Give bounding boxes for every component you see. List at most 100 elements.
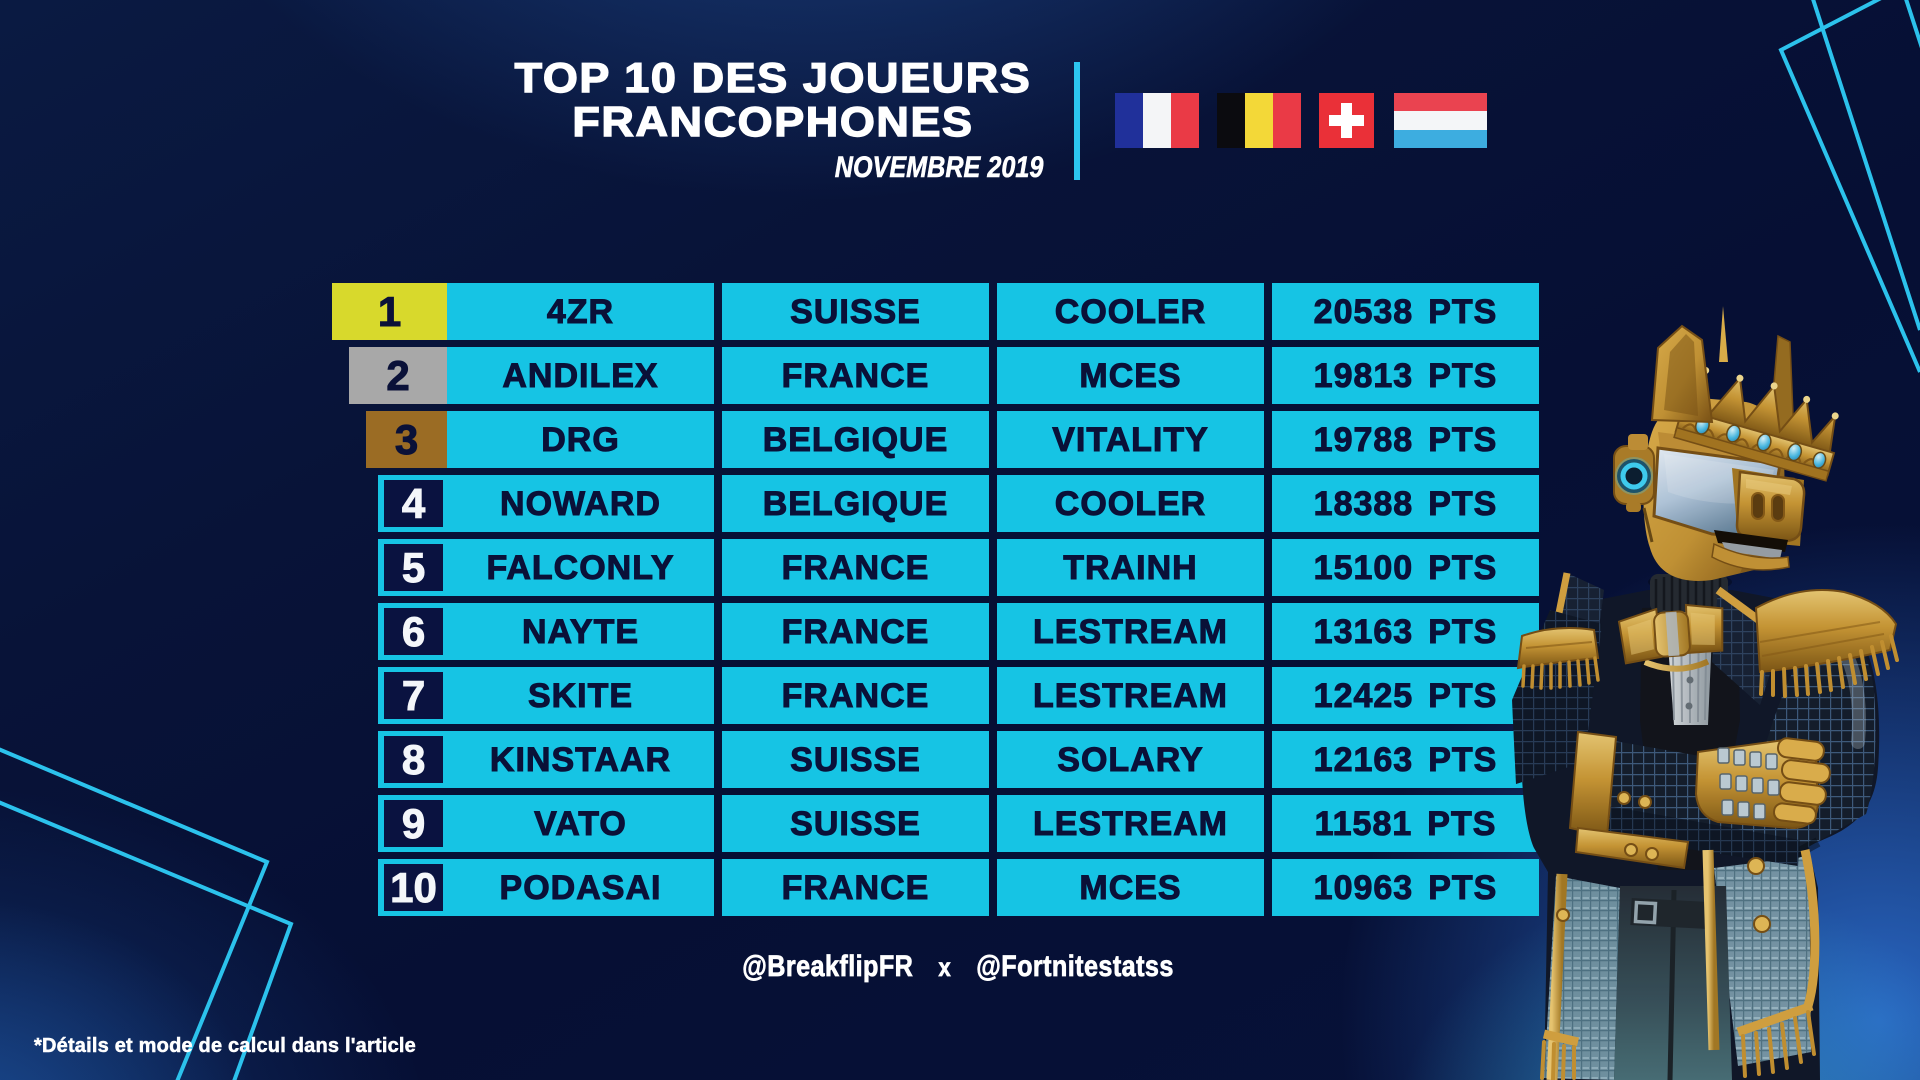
points-cell: 19813 PTS — [1272, 347, 1539, 404]
team-cell: COOLER — [997, 283, 1264, 340]
team-cell: LESTREAM — [997, 667, 1264, 724]
cuffs — [1568, 730, 1690, 870]
country-cell: FRANCE — [722, 347, 989, 404]
player-name-cell: SKITE — [447, 667, 714, 724]
player-name-cell: NAYTE — [447, 603, 714, 660]
flag-suisse — [1319, 93, 1374, 148]
points-value: 18388 — [1313, 485, 1414, 524]
points-label: PTS — [1428, 485, 1498, 524]
flag-stripe — [1394, 111, 1487, 130]
points-label: PTS — [1428, 869, 1498, 908]
points-value: 19813 — [1313, 357, 1414, 396]
flag-luxembourg — [1394, 93, 1487, 148]
flag-stripe — [1217, 93, 1245, 148]
flag-stripe — [1115, 93, 1143, 148]
player-name-cell: DRG — [447, 411, 714, 468]
table-row: 8 KINSTAAR SUISSE SOLARY 12163 PTS — [332, 731, 1539, 788]
team-cell: MCES — [997, 347, 1264, 404]
swiss-cross-horizontal — [1329, 115, 1364, 126]
table-row: 9 VATO SUISSE LESTREAM 11581 PTS — [332, 795, 1539, 852]
flag-france — [1115, 93, 1199, 148]
country-cell: SUISSE — [722, 731, 989, 788]
player-name-cell: 4ZR — [447, 283, 714, 340]
pants — [1614, 886, 1732, 1080]
flag-stripe — [1171, 93, 1199, 148]
rank-number-box: 8 — [384, 736, 443, 784]
points-value: 19788 — [1313, 421, 1414, 460]
points-label: PTS — [1428, 677, 1498, 716]
points-value: 20538 — [1313, 293, 1414, 332]
points-cell: 13163 PTS — [1272, 603, 1539, 660]
points-cell: 10963 PTS — [1272, 859, 1539, 916]
player-name-cell: NOWARD — [447, 475, 714, 532]
table-row: 3 DRG BELGIQUE VITALITY 19788 PTS — [332, 411, 1539, 468]
footer-separator: x — [938, 952, 952, 983]
rank-medal-cell: 1 — [332, 283, 447, 340]
table-row: 6 NAYTE FRANCE LESTREAM 13163 PTS — [332, 603, 1539, 660]
points-cell: 11581 PTS — [1272, 795, 1539, 852]
rank-number-box: 5 — [384, 544, 443, 592]
rank-number-box: 4 — [384, 480, 443, 528]
points-value: 12163 — [1313, 741, 1414, 780]
team-cell: LESTREAM — [997, 795, 1264, 852]
table-row: 2 ANDILEX FRANCE MCES 19813 PTS — [332, 347, 1539, 404]
points-label: PTS — [1428, 613, 1498, 652]
rank-number-box: 9 — [384, 800, 443, 848]
player-name-cell: KINSTAAR — [447, 731, 714, 788]
points-value: 12425 — [1313, 677, 1414, 716]
team-cell: SOLARY — [997, 731, 1264, 788]
flag-stripe — [1245, 93, 1273, 148]
title-line2: FRANCOPHONES — [572, 98, 974, 145]
epaulettes — [1516, 589, 1899, 698]
flag-stripe — [1273, 93, 1301, 148]
team-cell: TRAINH — [997, 539, 1264, 596]
left-epaulette — [1516, 627, 1600, 690]
table-row: 4 NOWARD BELGIQUE COOLER 18388 PTS — [332, 475, 1539, 532]
topright-diagonal-line-icon — [1811, 0, 1920, 331]
points-cell: 20538 PTS — [1272, 283, 1539, 340]
coat-trims — [1540, 849, 1820, 1080]
points-label: PTS — [1428, 357, 1498, 396]
points-label: PTS — [1428, 549, 1498, 588]
bottomleft-chevron-outer-icon — [0, 747, 270, 1080]
flag-stripe — [1394, 93, 1487, 112]
footer-handle-breakflip: @BreakflipFR — [742, 950, 914, 984]
table-row: 5 FALCONLY FRANCE TRAINH 15100 PTS — [332, 539, 1539, 596]
country-cell: FRANCE — [722, 667, 989, 724]
right-epaulette — [1754, 589, 1899, 698]
rank-medal-cell: 2 — [349, 347, 447, 404]
points-value: 11581 — [1314, 805, 1413, 844]
points-cell: 12425 PTS — [1272, 667, 1539, 724]
points-cell: 19788 PTS — [1272, 411, 1539, 468]
points-label: PTS — [1428, 741, 1498, 780]
points-value: 10963 — [1313, 869, 1414, 908]
points-label: PTS — [1427, 805, 1497, 844]
player-name-cell: ANDILEX — [447, 347, 714, 404]
rank-number-box: 10 — [384, 864, 443, 912]
points-label: PTS — [1428, 421, 1498, 460]
country-cell: BELGIQUE — [722, 411, 989, 468]
country-cell: FRANCE — [722, 539, 989, 596]
footer-handle-fortnitestats: @Fortnitestatss — [976, 950, 1174, 984]
gold-glove — [1694, 737, 1831, 830]
country-cell: FRANCE — [722, 859, 989, 916]
team-cell: VITALITY — [997, 411, 1264, 468]
rank-number-box: 7 — [384, 672, 443, 720]
fortnite-golden-penguin-character — [1512, 306, 1899, 1080]
subtitle-date: NOVEMBRE 2019 — [834, 151, 1043, 184]
footnote-text: *Détails et mode de calcul dans l'articl… — [34, 1035, 416, 1058]
page-title: TOP 10 DES JOUEURS FRANCOPHONES — [481, 55, 1065, 145]
team-cell: COOLER — [997, 475, 1264, 532]
leaderboard-table: 1 4ZR SUISSE COOLER 20538 PTS 2 ANDILEX F… — [332, 283, 1539, 916]
player-name-cell: FALCONLY — [447, 539, 714, 596]
title-divider-bar — [1074, 62, 1080, 180]
headphone — [1613, 434, 1655, 543]
crown — [1650, 306, 1839, 482]
points-value: 15100 — [1313, 549, 1414, 588]
footer-credits: @BreakflipFR x @Fortnitestatss — [153, 950, 1762, 984]
points-cell: 12163 PTS — [1272, 731, 1539, 788]
flag-stripe — [1394, 129, 1487, 148]
topright-edge-line-icon — [1904, 0, 1920, 49]
table-row: 1 4ZR SUISSE COOLER 20538 PTS — [332, 283, 1539, 340]
